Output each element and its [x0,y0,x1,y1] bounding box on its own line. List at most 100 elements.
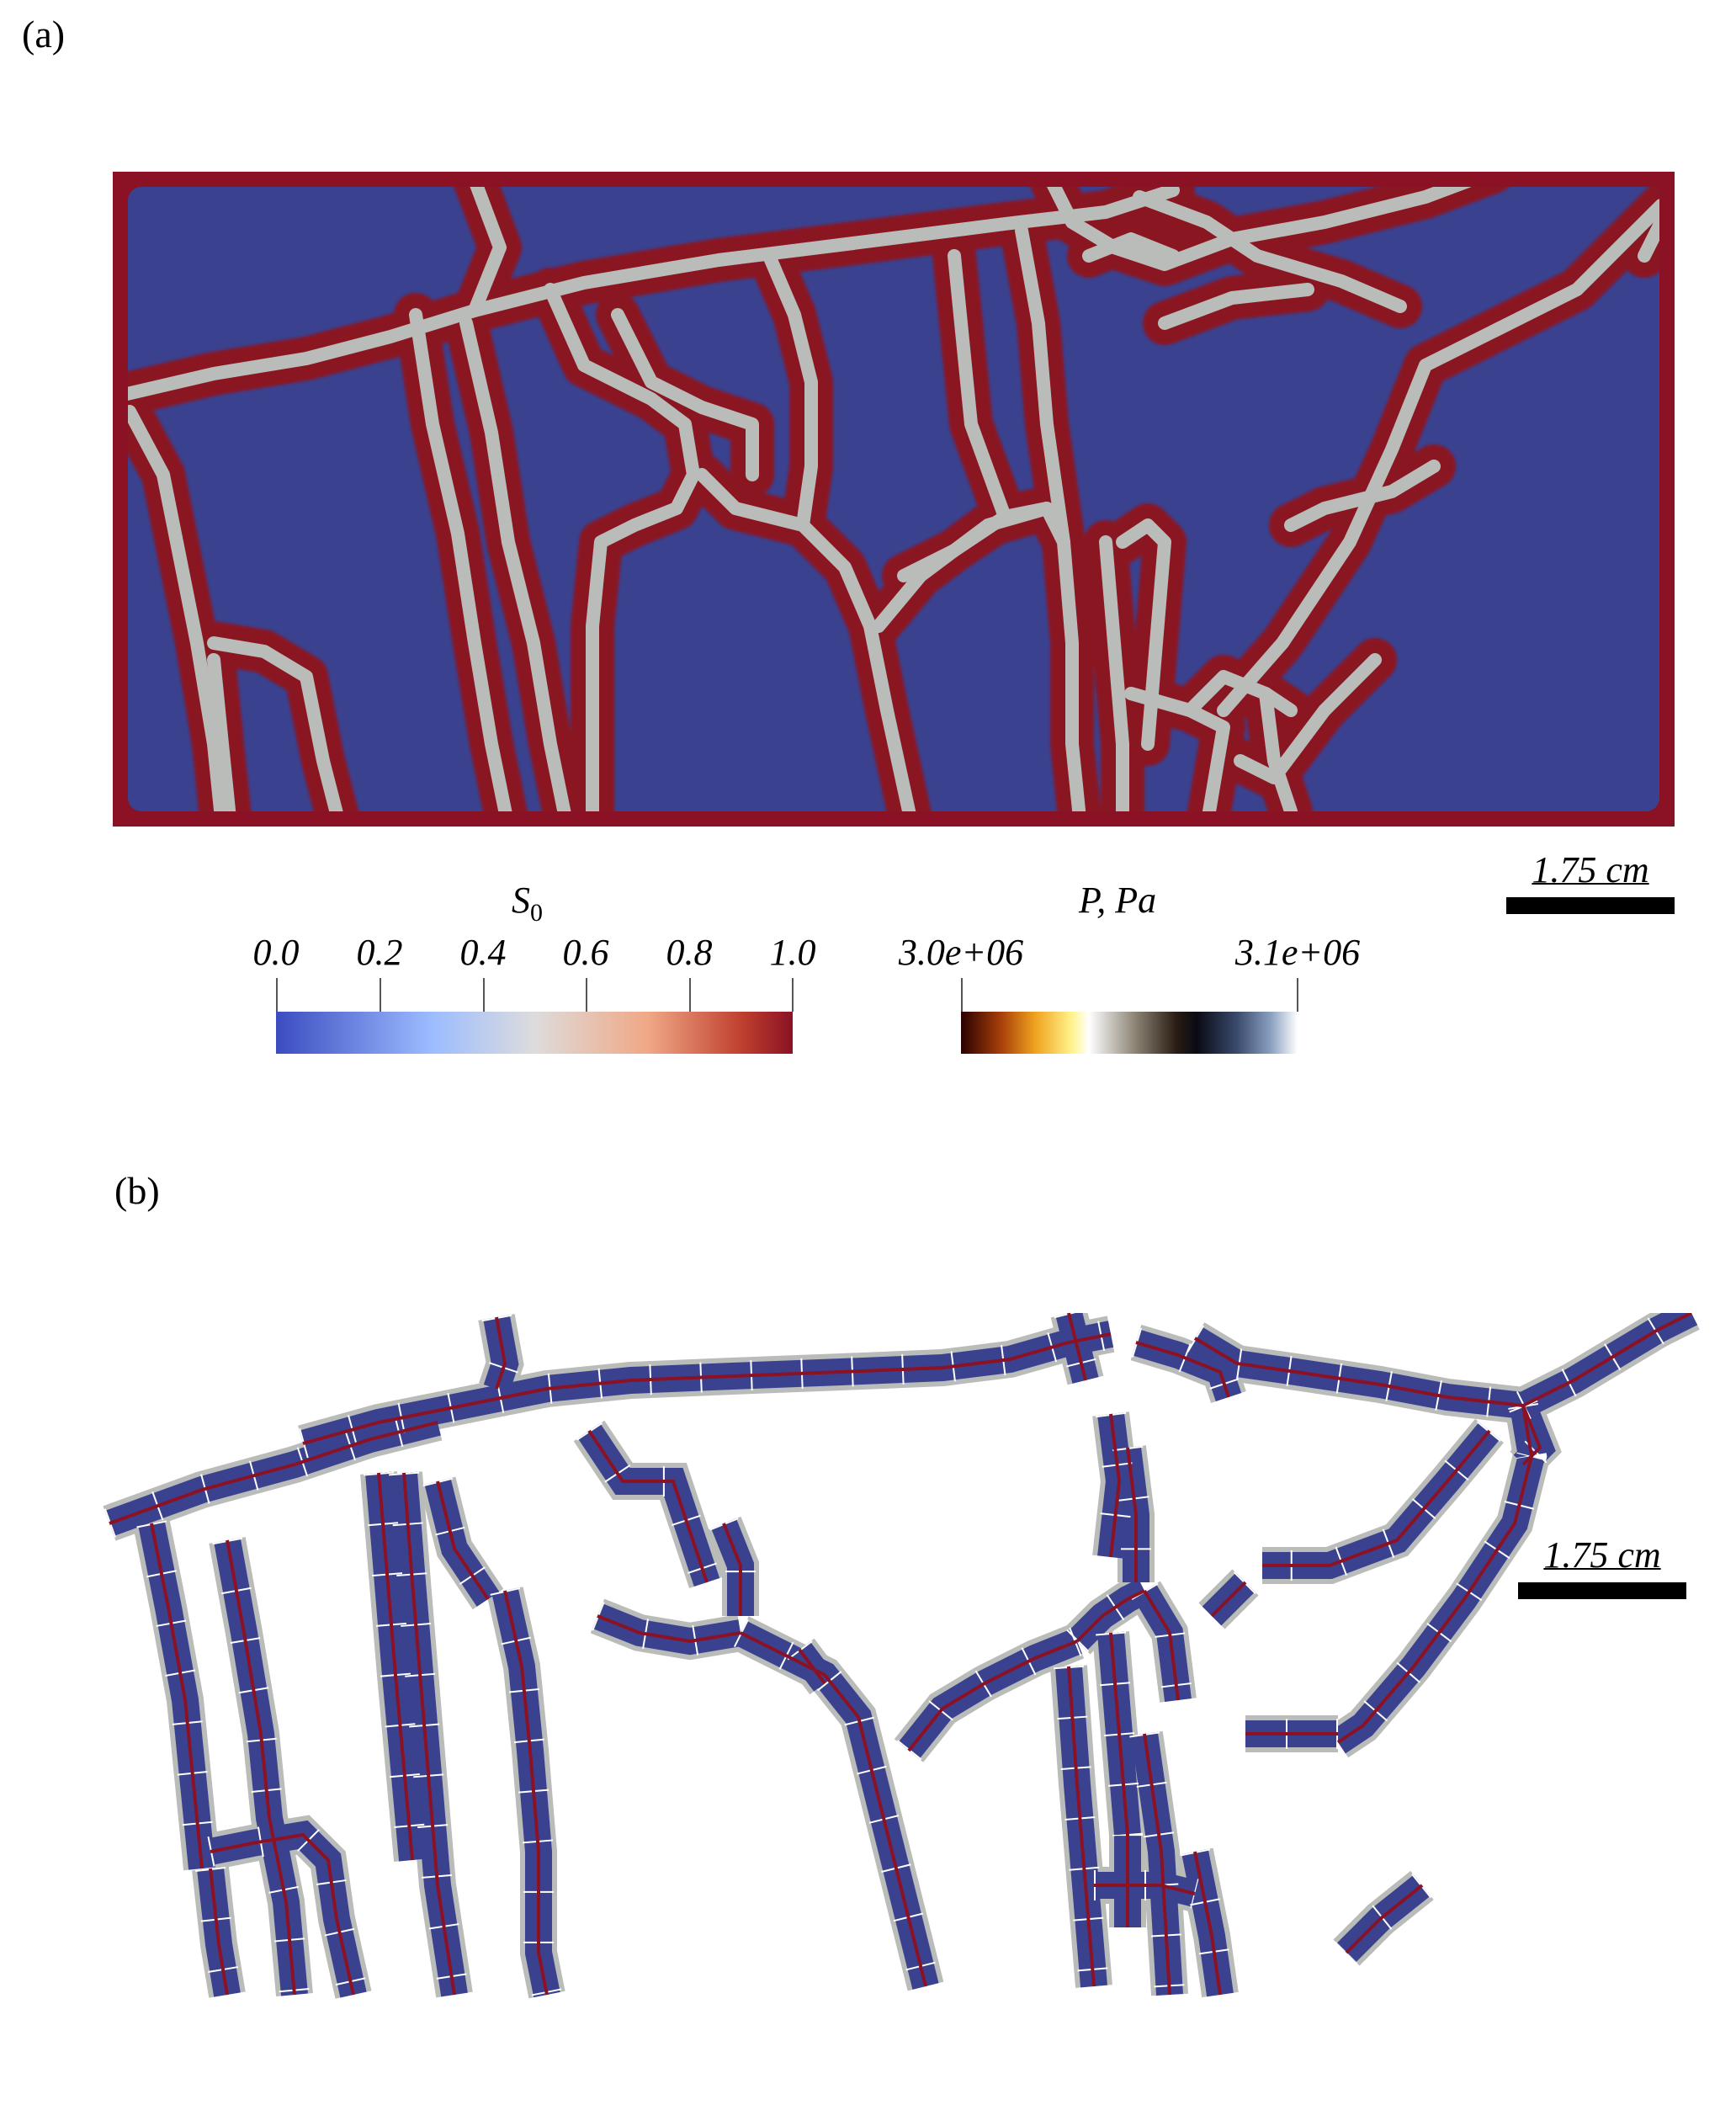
saturation-tick-label: 0.6 [562,932,609,973]
fracture-b-mesh-center-17 [402,1472,456,1996]
fracture-a-frac-core-3 [1133,190,1407,313]
fracture-b-mesh-center-0 [109,1421,438,1525]
fracture-a-frac-core-0 [113,183,1180,404]
fracture-a-frac-core-17 [1057,535,1087,827]
fracture-b-mesh-center-24 [740,1631,927,1987]
fracture-b-mesh-center-9 [1262,1429,1491,1567]
pressure-tick-label: 3.0e+06 [898,932,1024,973]
saturation-tick-label: 1.0 [769,932,816,973]
saturation-tick-label: 0.0 [252,932,300,973]
fracture-b-mesh-center-15 [210,1832,355,1996]
scale-bar-a: 1.75 cm [1506,852,1675,914]
fracture-cores [113,172,1668,827]
fracture-a-frac-core-7 [207,653,237,827]
fracture-b-mesh-center-6 [1522,1313,1692,1407]
fracture-a-frac-core-13 [695,468,810,532]
fracture-a-frac-core-6 [207,636,347,827]
pressure-tick-label: 3.1e+06 [1234,932,1361,973]
fracture-b-mesh-center-33 [1193,1851,1222,1996]
fracture-a-frac-core-1 [1040,172,1500,271]
fracture-b-mesh-center-1 [302,1332,1112,1445]
fracture-a-frac-core-28 [1638,215,1668,263]
fracture-a-frac-core-27 [1082,232,1180,263]
saturation-legend-title: S0 [512,879,543,928]
scale-bar-a-line [1506,897,1675,914]
saturation-tick-label: 0.2 [356,932,403,973]
scale-bar-a-text: 1.75 cm [1532,849,1649,890]
fracture-b-mesh-center-32 [1094,1884,1196,1895]
saturation-tick [483,978,485,1012]
fracture-a-frac-core-16 [897,510,1011,582]
fracture-b-mesh-center-8 [1521,1405,1542,1466]
fracture-b-mesh-center-30 [1067,1666,1096,1987]
fracture-b-mesh-center-22 [722,1523,742,1616]
saturation-tick [380,978,381,1012]
scale-bar-b-line [1518,1582,1686,1599]
fracture-b-mesh-center-13 [150,1523,204,1869]
pressure-legend: P, Pa 3.0e+06 3.1e+06 [899,879,1360,1055]
saturation-title-subscript: 0 [530,898,543,927]
fracture-a-frac-core-18 [1015,224,1070,549]
fracture-b-mesh-cells-14 [214,1538,308,1996]
fracture-a-frac-core-25 [1284,460,1441,532]
fracture-b-mesh-center-27 [1075,1589,1145,1643]
saturation-legend: S0 0.0 0.2 0.4 0.6 0.8 1.0 [253,879,816,1055]
panel-a-label: (a) [22,13,66,56]
fracture-a-frac-core-2 [1217,199,1668,717]
fracture-b-mesh-center-12 [1345,1884,1424,1954]
fracture-a-frac-core-21 [1124,687,1230,827]
saturation-field-plot [113,172,1675,827]
fracture-b-mesh-center-18 [377,1472,414,1861]
fracture-b-mesh-center-31 [1143,1733,1171,1996]
fracture-b-mesh-center-26 [907,1640,1078,1752]
fracture-b-mesh-center-21 [587,1429,709,1583]
fracture-b-mesh-center-19 [436,1480,490,1601]
domain-boundary [113,172,1675,827]
saturation-tick-label: 0.8 [666,932,713,973]
fracture-a-frac-core-22 [1183,670,1298,717]
fracture-b-mesh-center-4 [1135,1341,1230,1398]
fracture-b-mesh-center-25 [798,1648,826,1685]
saturation-tick [276,978,278,1012]
saturation-title-main: S [512,880,530,921]
pressure-colorbar [961,1012,1298,1054]
fracture-a-frac-core-20 [1116,518,1171,751]
fracture-b-mesh-cells-21 [577,1423,720,1587]
fracture-b-mesh-center-20 [503,1590,549,1996]
fracture-b-mesh-halo-7 [1327,1402,1551,1758]
fracture-b-mesh-center-10 [1210,1581,1247,1618]
scale-bar-b-text: 1.75 cm [1543,1534,1661,1576]
fracture-b-mesh-center-29 [1109,1632,1129,1927]
fracture-network-saturation [113,172,1675,827]
fracture-a-frac-core-8 [409,308,515,827]
fracture-b-mesh-center-2 [1067,1313,1087,1381]
fracture-b-mesh-center-3 [495,1316,507,1390]
fracture-mesh-plot [101,1313,1700,2003]
fracture-b-mesh-center-16 [209,1868,229,1996]
saturation-tick [792,978,794,1012]
fracture-b-mesh-center-35 [1126,1447,1138,1582]
saturation-colorbar [276,1012,793,1054]
fracture-a-frac-core-11 [611,308,759,481]
fracture-a-frac-core-4 [468,173,507,317]
fracture-b-mesh-center-28 [1143,1589,1180,1701]
fracture-mesh-cells [103,1313,1700,1999]
pressure-tick [1297,978,1298,1012]
saturation-tick [689,978,691,1012]
fracture-a-frac-core-10 [544,283,700,827]
pressure-tick [961,978,963,1012]
fracture-b-mesh-center-5 [1193,1337,1524,1407]
mesh-centerlines [109,1313,1692,1996]
fracture-b-mesh-cells-20 [491,1587,560,1998]
pressure-legend-title: P, Pa [1079,880,1157,921]
fracture-b-mesh-center-14 [226,1539,296,1996]
fracture-a-frac-core-5 [123,405,229,827]
fracture-a-frac-core-9 [459,316,574,827]
fracture-a-frac-core-24 [1234,653,1382,784]
scale-bar-b: 1.75 cm [1518,1537,1686,1599]
fracture-b-mesh-center-34 [1109,1413,1122,1558]
saturation-tick [586,978,587,1012]
fracture-a-frac-core-23 [1259,687,1298,818]
fracture-a-frac-core-26 [1158,283,1314,330]
fracture-b-mesh-center-23 [597,1614,741,1644]
